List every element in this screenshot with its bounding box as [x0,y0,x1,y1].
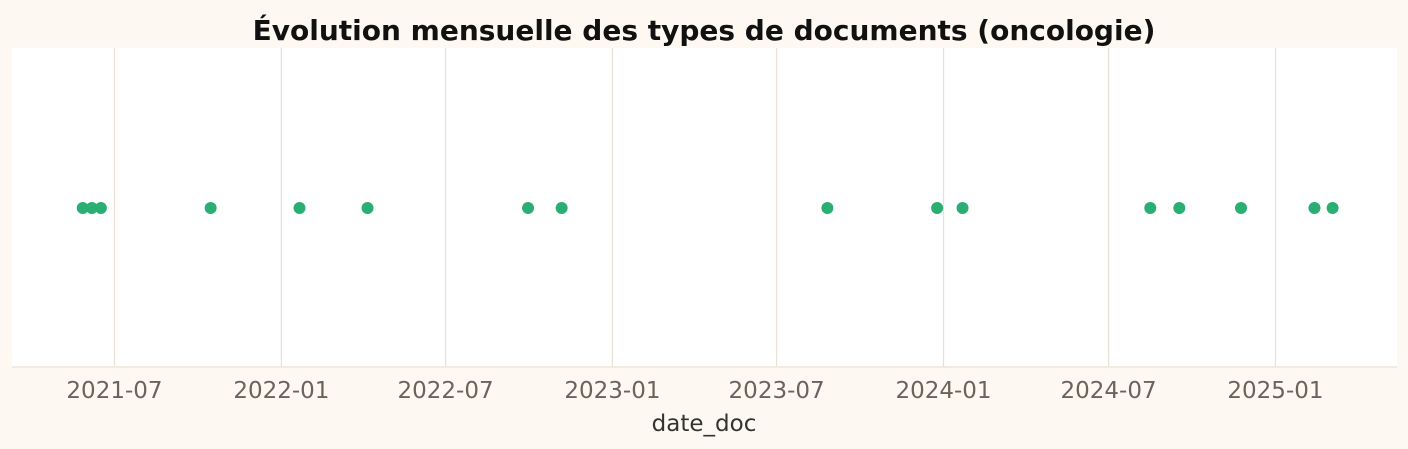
data-point [204,202,217,214]
data-point [1173,202,1186,214]
data-point [85,202,98,214]
data-point [821,202,834,214]
data-point [293,202,306,214]
x-tick-label: 2023-07 [729,378,825,404]
plot-area [12,48,1397,367]
x-tick-label: 2023-01 [564,378,660,404]
x-tick-label: 2022-01 [233,378,329,404]
data-point [931,202,944,214]
x-tick-label: 2024-07 [1061,378,1157,404]
chart-title: Évolution mensuelle des types de documen… [253,13,1156,47]
data-point [956,202,969,214]
data-point [1326,202,1339,214]
x-tick-label: 2022-07 [397,378,493,404]
x-tick-label: 2025-01 [1227,378,1323,404]
data-point [522,202,535,214]
data-point [94,202,107,214]
x-tick-labels: 2021-07 2022-01 2022-07 2023-01 2023-07 2024-… [66,378,1323,404]
grid-lines [113,48,1277,367]
data-point [76,202,89,214]
data-points [76,202,1339,214]
data-point [555,202,568,214]
data-point [361,202,374,214]
data-point [1144,202,1157,214]
x-tick-label: 2021-07 [66,378,162,404]
data-point [1234,202,1247,214]
x-axis-label: date_doc [652,411,757,437]
data-point [1308,202,1321,214]
x-tick-label: 2024-01 [895,378,991,404]
